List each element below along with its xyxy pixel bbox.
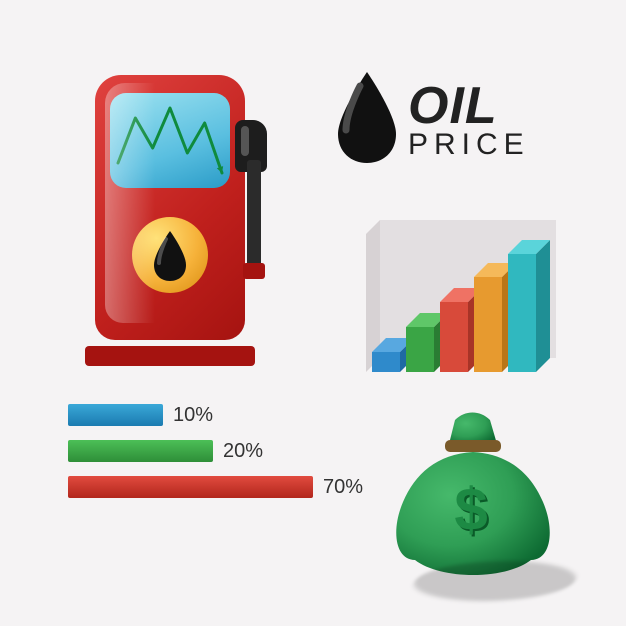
hbar-label: 10% [173, 404, 213, 427]
oil-drop-icon [332, 70, 402, 165]
title-line2: PRICE [408, 131, 530, 160]
hbar-row: 70% [68, 472, 368, 502]
horizontal-bar-chart: 10% 20% 70% [68, 400, 368, 508]
gas-pump-base [85, 346, 255, 366]
gas-pump-body [95, 75, 245, 340]
gas-pump-screen [110, 93, 230, 188]
hbar-row: 10% [68, 400, 368, 430]
hbar-bar [68, 476, 313, 498]
hbar-label: 20% [223, 440, 263, 463]
oil-drop-small-icon [132, 217, 208, 293]
gas-pump-nozzle [237, 120, 271, 275]
svg-text:$: $ [454, 476, 487, 543]
money-bag-icon: $ $ [385, 410, 560, 595]
bar-chart-3d [352, 212, 557, 382]
hbar-label: 70% [323, 476, 363, 499]
infographic-canvas: OIL PRICE 10% 20% 70% $ $ [0, 0, 626, 626]
title-line1: OIL [408, 82, 530, 131]
gas-pump [95, 75, 265, 360]
hbar-bar [68, 404, 163, 426]
hbar-bar [68, 440, 213, 462]
gas-pump-badge [132, 217, 208, 293]
title-block: OIL PRICE [408, 82, 530, 160]
pump-screen-chart [110, 93, 230, 188]
bar3d-bar [508, 240, 550, 372]
hbar-row: 20% [68, 436, 368, 466]
